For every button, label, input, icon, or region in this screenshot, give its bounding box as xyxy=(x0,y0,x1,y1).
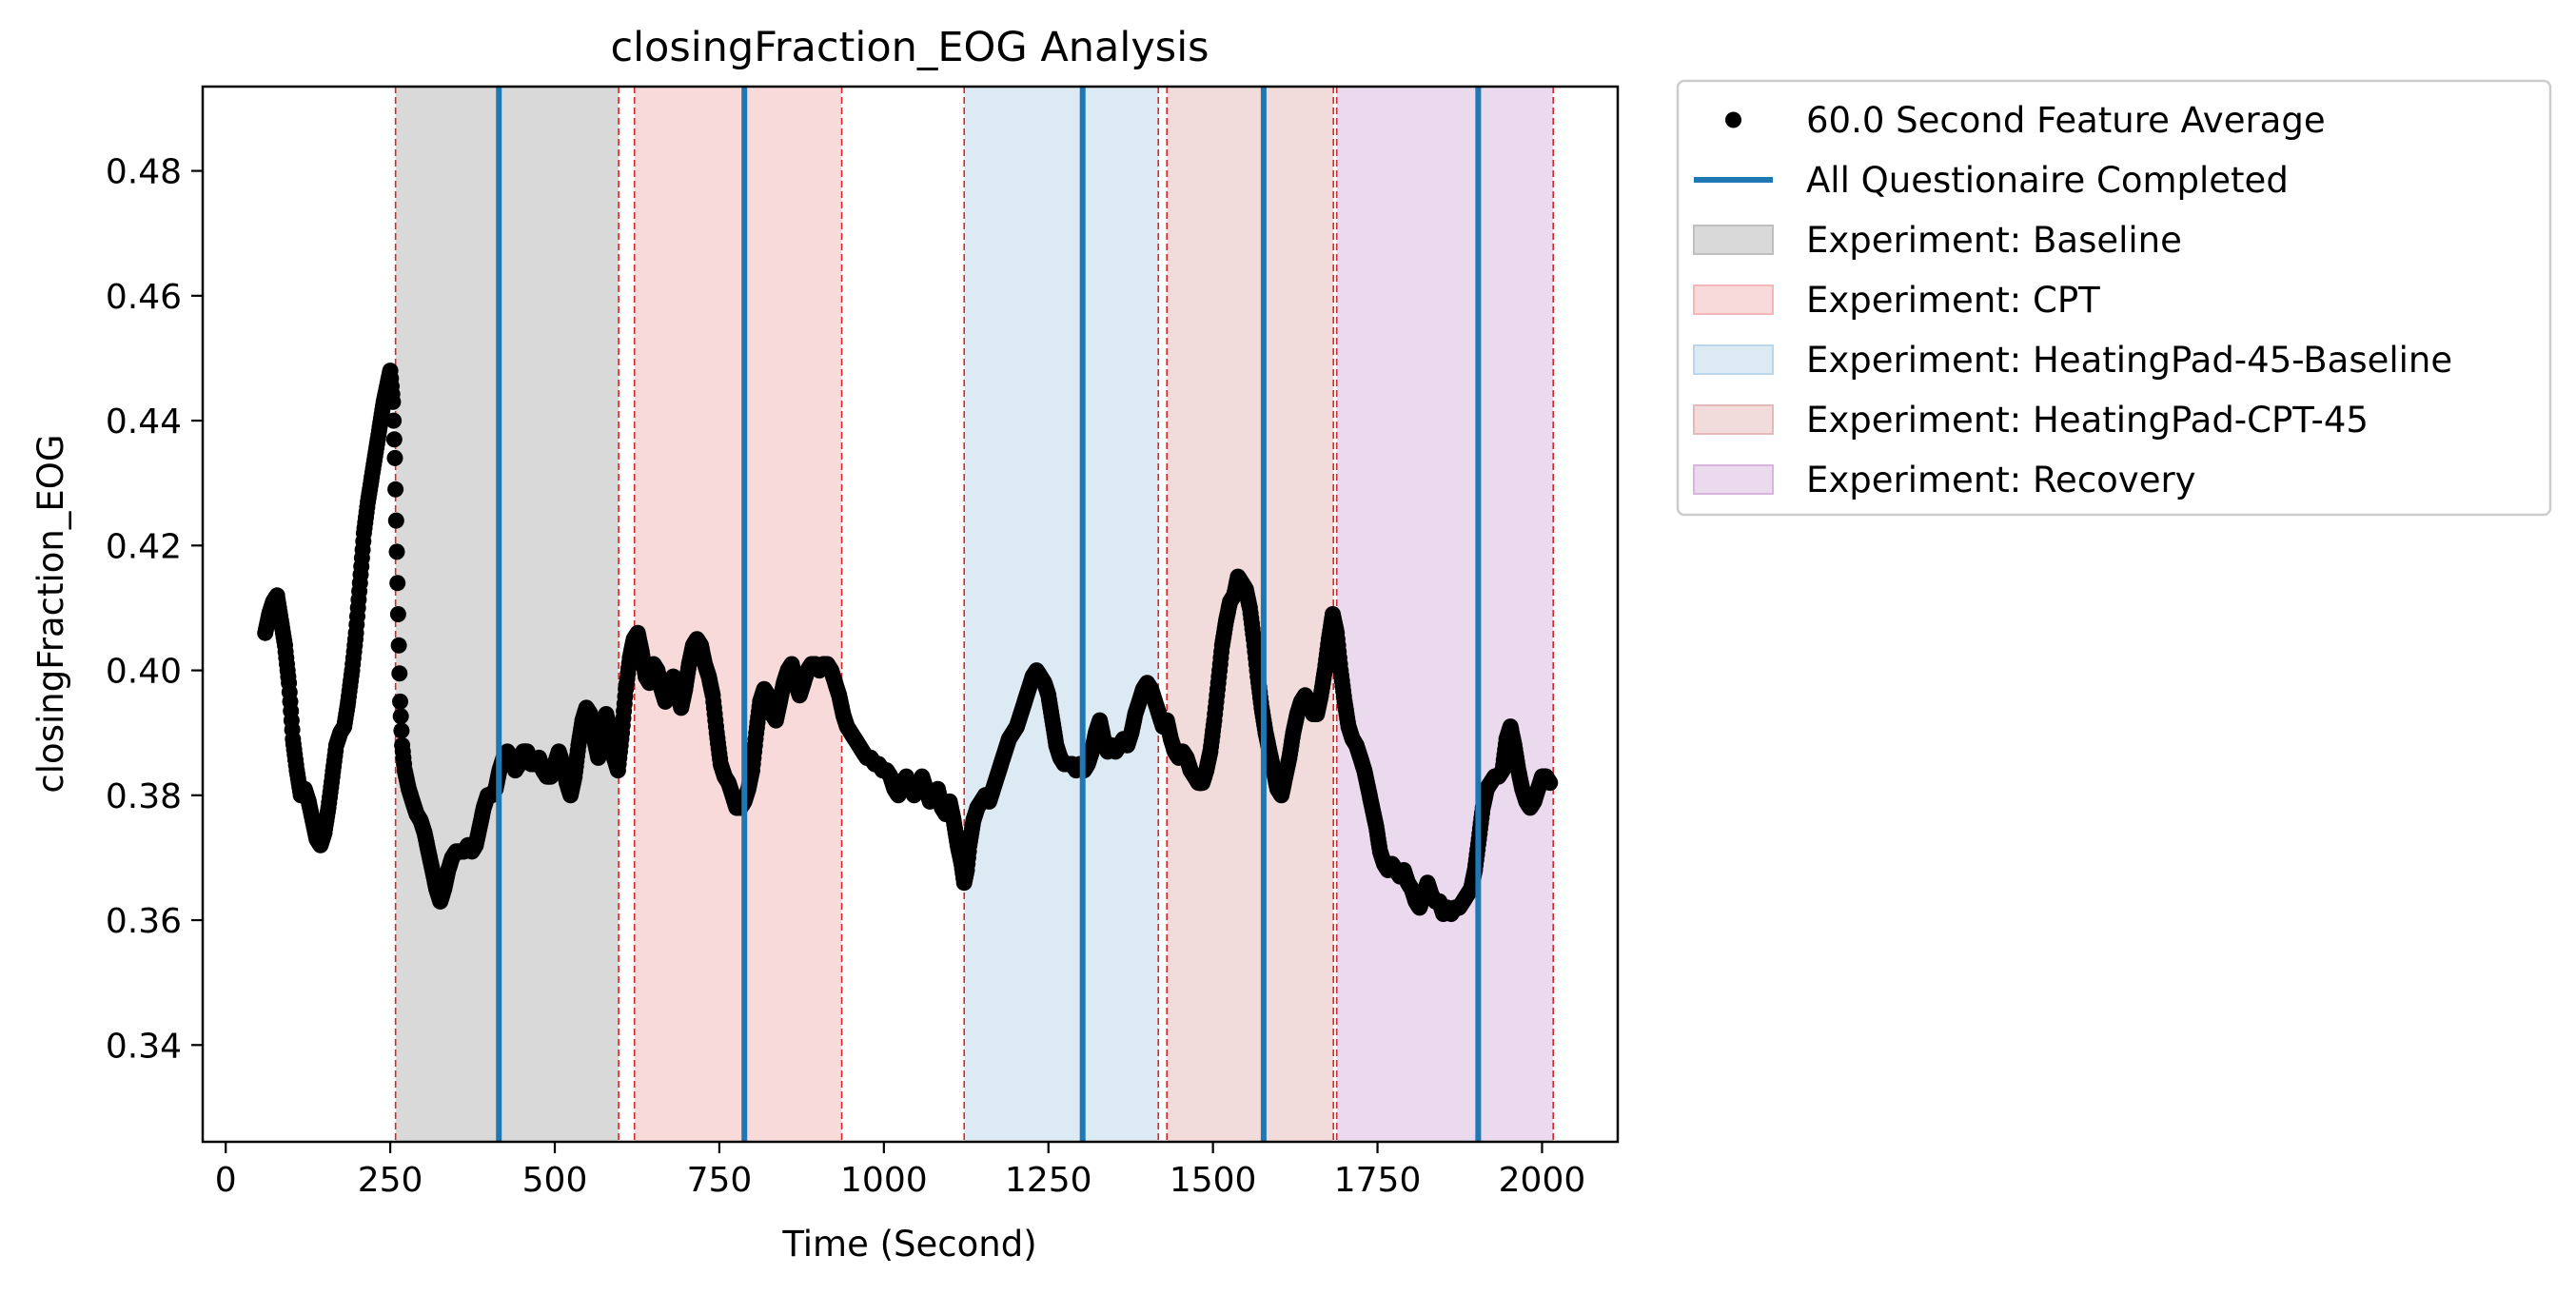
x-tick-label: 2000 xyxy=(1499,1161,1586,1200)
x-tick-label: 250 xyxy=(358,1161,423,1200)
y-tick-label: 0.42 xyxy=(106,527,182,566)
data-point-204 xyxy=(391,665,408,682)
x-axis-label: Time (Second) xyxy=(781,1224,1036,1265)
legend-label-region-0: Experiment: Baseline xyxy=(1806,220,2182,261)
x-tick-label: 0 xyxy=(215,1161,237,1200)
data-point-198 xyxy=(387,481,404,498)
y-tick-label: 0.48 xyxy=(106,153,182,192)
x-tick-label: 1250 xyxy=(1005,1161,1092,1200)
x-tick-label: 750 xyxy=(687,1161,753,1200)
shaded-regions xyxy=(395,87,1554,1142)
y-tick-label: 0.40 xyxy=(106,653,182,692)
legend-swatch-region-0 xyxy=(1693,225,1774,255)
data-point-196 xyxy=(385,431,403,448)
data-point-201 xyxy=(389,575,406,592)
legend: 60.0 Second Feature Average All Questiona… xyxy=(1676,79,2552,517)
region-0 xyxy=(395,87,619,1142)
y-tick-label: 0.46 xyxy=(106,278,182,317)
region-4 xyxy=(1336,87,1554,1142)
x-axis-ticks: 0 250 500 750 1000 1250 1500 1750 2000 xyxy=(215,1142,1586,1200)
chart-title: closingFraction_EOG Analysis xyxy=(610,24,1209,71)
data-point-207 xyxy=(393,722,410,739)
data-point-194 xyxy=(384,393,402,410)
y-axis-label: closingFraction_EOG xyxy=(30,434,71,793)
y-tick-label: 0.34 xyxy=(106,1027,182,1066)
region-1 xyxy=(634,87,842,1142)
y-tick-label: 0.36 xyxy=(106,902,182,941)
plot-frame xyxy=(201,85,1620,1144)
legend-label-questionnaire: All Questionaire Completed xyxy=(1806,160,2289,201)
y-axis-ticks: 0.34 0.36 0.38 0.40 0.42 0.44 0.46 0.48 xyxy=(106,153,203,1066)
data-point-206 xyxy=(392,708,409,725)
feature-average-points xyxy=(257,363,1559,922)
x-tick-label: 1500 xyxy=(1170,1161,1257,1200)
region-2 xyxy=(964,87,1159,1142)
data-point-202 xyxy=(389,606,406,622)
data-point-1952 xyxy=(1542,775,1559,792)
data-point-195 xyxy=(385,412,403,429)
legend-swatch-region-2 xyxy=(1693,344,1774,375)
legend-frame xyxy=(1676,79,2552,517)
legend-swatch-region-3 xyxy=(1693,404,1774,435)
legend-label-points: 60.0 Second Feature Average xyxy=(1806,100,2326,141)
legend-swatch-region-4 xyxy=(1693,464,1774,495)
x-tick-label: 500 xyxy=(522,1161,588,1200)
questionnaire-lines xyxy=(496,87,1482,1142)
legend-label-region-4: Experiment: Recovery xyxy=(1806,460,2196,500)
legend-label-region-1: Experiment: CPT xyxy=(1806,280,2100,321)
data-point-200 xyxy=(388,543,405,560)
data-point-199 xyxy=(387,512,404,529)
legend-label-region-2: Experiment: HeatingPad-45-Baseline xyxy=(1806,340,2452,381)
data-point-203 xyxy=(390,637,407,654)
data-point-197 xyxy=(386,449,403,466)
y-tick-label: 0.44 xyxy=(106,402,182,441)
x-tick-label: 1750 xyxy=(1334,1161,1422,1200)
legend-label-region-3: Experiment: HeatingPad-CPT-45 xyxy=(1806,400,2369,441)
x-tick-label: 1000 xyxy=(840,1161,928,1200)
legend-swatch-region-1 xyxy=(1693,285,1774,315)
legend-marker-points xyxy=(1725,111,1741,128)
data-point-205 xyxy=(392,693,408,710)
y-tick-label: 0.38 xyxy=(106,777,182,816)
